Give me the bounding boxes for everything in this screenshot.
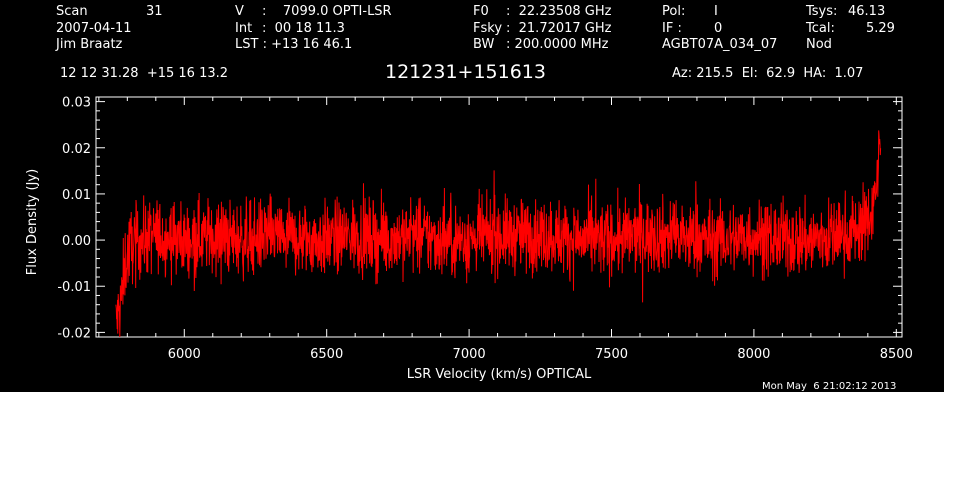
y-tick-label: 0.01 — [62, 188, 91, 203]
y-axis-label: Flux Density (Jy) — [25, 169, 40, 275]
tsys-label: Tsys: — [806, 4, 838, 19]
series-layer — [115, 130, 882, 338]
plot-frame — [95, 96, 903, 338]
x-tick-label: 8500 — [880, 347, 913, 362]
int-label: Int — [235, 21, 253, 36]
velocity-value: : 7099.0 OPTI-LSR — [262, 4, 392, 19]
y-tick-label: -0.01 — [57, 280, 91, 295]
y-tick-label: 0.02 — [62, 142, 91, 157]
f0-value: : 22.23508 GHz — [506, 4, 612, 19]
tsys-value: 46.13 — [848, 4, 886, 19]
bw-value: : 200.0000 MHz — [506, 37, 609, 52]
if-label: IF : — [662, 21, 682, 36]
x-axis-label: LSR Velocity (km/s) OPTICAL — [407, 367, 592, 382]
x-tick-label: 7500 — [595, 347, 628, 362]
obs-date: 2007-04-11 — [56, 21, 132, 36]
tcal-label: Tcal: — [806, 21, 835, 36]
obs-mode: Nod — [806, 37, 832, 52]
if-value: 0 — [714, 21, 723, 36]
fsky-value: : 21.72017 GHz — [506, 21, 612, 36]
az-el-ha: Az: 215.5 El: 62.9 HA: 1.07 — [672, 66, 864, 81]
plot-timestamp: Mon May 6 21:02:12 2013 — [762, 381, 897, 392]
y-tick-label: -0.02 — [57, 326, 91, 341]
plot-panel: Scan 31 2007-04-11 Jim Braatz V : 7099.0… — [0, 0, 944, 392]
fsky-label: Fsky — [473, 21, 503, 36]
spectrum-line — [115, 130, 882, 338]
axis-ticks — [96, 97, 902, 337]
x-tick-label: 7000 — [453, 347, 486, 362]
pol-label: Pol: — [662, 4, 686, 19]
y-tick-label: 0.03 — [62, 96, 91, 111]
f0-label: F0 — [473, 4, 489, 19]
observer-name: Jim Braatz — [56, 37, 123, 52]
bw-label: BW — [473, 37, 495, 52]
pol-value: I — [714, 4, 718, 19]
spectrum-chart: 6000 6500 7000 7500 8000 8500 -0.02 -0.01 0.00 0… — [25, 96, 913, 382]
lst-value: LST : +13 16 46.1 — [235, 37, 353, 52]
x-tick-label: 6000 — [168, 347, 201, 362]
scan-value: 31 — [146, 4, 163, 19]
source-coords: 12 12 31.28 +15 16 13.2 — [60, 66, 229, 81]
y-tick-labels: -0.02 -0.01 0.00 0.01 0.02 0.03 — [57, 96, 91, 342]
source-title: 121231+151613 — [385, 61, 546, 83]
project-id: AGBT07A_034_07 — [662, 37, 778, 52]
x-tick-labels: 6000 6500 7000 7500 8000 8500 — [168, 347, 913, 362]
scan-label: Scan — [56, 4, 88, 19]
tcal-value: 5.29 — [866, 21, 895, 36]
int-value: : 00 18 11.3 — [262, 21, 345, 36]
x-tick-label: 8000 — [737, 347, 770, 362]
velocity-label: V — [235, 4, 244, 19]
y-tick-label: 0.00 — [62, 234, 91, 249]
x-tick-label: 6500 — [310, 347, 343, 362]
